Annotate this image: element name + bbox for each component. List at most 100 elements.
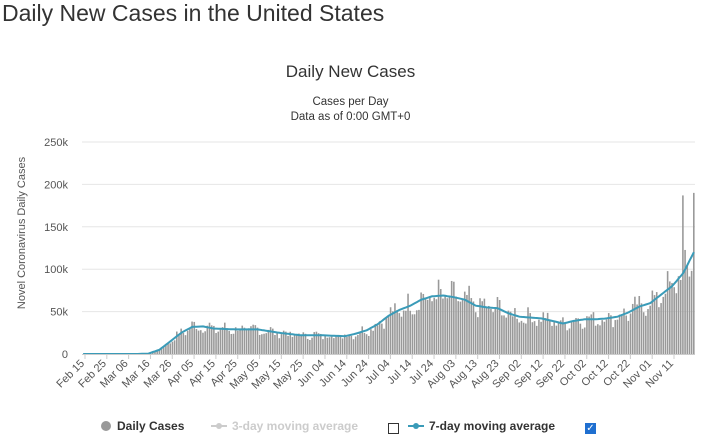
daily-case-bar[interactable] bbox=[195, 329, 198, 354]
daily-case-bar[interactable] bbox=[180, 328, 182, 354]
daily-case-bar[interactable] bbox=[223, 322, 226, 354]
daily-case-bar[interactable] bbox=[256, 327, 259, 354]
daily-case-bar[interactable] bbox=[171, 341, 174, 354]
daily-case-bar[interactable] bbox=[385, 317, 388, 354]
daily-case-bar[interactable] bbox=[285, 331, 287, 354]
daily-case-bar[interactable] bbox=[675, 293, 678, 354]
legend-7day-average[interactable]: 7-day moving average bbox=[408, 419, 555, 433]
daily-case-bar[interactable] bbox=[590, 314, 593, 354]
daily-case-bar[interactable] bbox=[459, 301, 462, 354]
daily-case-bar[interactable] bbox=[474, 312, 477, 354]
daily-case-bar[interactable] bbox=[448, 297, 451, 354]
daily-case-bar[interactable] bbox=[330, 336, 333, 354]
daily-case-bar[interactable] bbox=[271, 328, 274, 354]
daily-case-bar[interactable] bbox=[570, 321, 573, 354]
daily-case-bar[interactable] bbox=[263, 333, 265, 354]
daily-case-bar[interactable] bbox=[391, 311, 394, 354]
daily-case-bar[interactable] bbox=[359, 331, 361, 354]
daily-case-bar[interactable] bbox=[579, 323, 582, 354]
daily-case-bar[interactable] bbox=[455, 296, 457, 354]
daily-case-bar[interactable] bbox=[481, 301, 483, 354]
daily-case-bar[interactable] bbox=[529, 313, 531, 354]
daily-case-bar[interactable] bbox=[165, 345, 167, 354]
daily-case-bar[interactable] bbox=[634, 296, 636, 354]
checkbox-7day-average[interactable]: ✓ bbox=[585, 423, 596, 434]
daily-case-bar[interactable] bbox=[470, 298, 473, 354]
daily-case-bar[interactable] bbox=[507, 310, 510, 354]
daily-case-bar[interactable] bbox=[472, 301, 475, 354]
daily-case-bar[interactable] bbox=[651, 290, 654, 354]
daily-case-bar[interactable] bbox=[642, 312, 645, 354]
daily-case-bar[interactable] bbox=[409, 310, 412, 354]
daily-case-bar[interactable] bbox=[204, 331, 206, 354]
daily-case-bar[interactable] bbox=[586, 316, 588, 354]
daily-case-bar[interactable] bbox=[658, 307, 660, 354]
daily-case-bar[interactable] bbox=[365, 334, 368, 354]
daily-case-bar[interactable] bbox=[265, 333, 268, 354]
daily-case-bar[interactable] bbox=[461, 299, 464, 354]
daily-case-bar[interactable] bbox=[396, 310, 398, 354]
daily-case-bar[interactable] bbox=[592, 312, 595, 354]
daily-case-bar[interactable] bbox=[361, 326, 364, 354]
daily-case-bar[interactable] bbox=[156, 350, 158, 354]
daily-case-bar[interactable] bbox=[479, 298, 481, 354]
daily-case-bar[interactable] bbox=[514, 308, 516, 354]
daily-case-bar[interactable] bbox=[505, 317, 507, 354]
daily-case-bar[interactable] bbox=[575, 317, 577, 354]
daily-case-bar[interactable] bbox=[549, 321, 551, 354]
daily-case-bar[interactable] bbox=[269, 327, 272, 354]
daily-case-bar[interactable] bbox=[324, 335, 326, 354]
daily-case-bar[interactable] bbox=[453, 281, 455, 354]
daily-case-bar[interactable] bbox=[184, 335, 187, 354]
daily-case-bar[interactable] bbox=[509, 311, 512, 354]
daily-case-bar[interactable] bbox=[426, 299, 429, 354]
daily-case-bar[interactable] bbox=[241, 325, 244, 354]
daily-case-bar[interactable] bbox=[274, 335, 276, 354]
daily-case-bar[interactable] bbox=[197, 330, 200, 354]
daily-case-bar[interactable] bbox=[339, 335, 342, 354]
daily-case-bar[interactable] bbox=[400, 316, 403, 354]
daily-case-bar[interactable] bbox=[490, 308, 492, 354]
daily-case-bar[interactable] bbox=[402, 310, 405, 354]
daily-case-bar[interactable] bbox=[261, 334, 263, 354]
daily-case-bar[interactable] bbox=[686, 266, 689, 354]
daily-case-bar[interactable] bbox=[282, 330, 285, 354]
daily-case-bar[interactable] bbox=[546, 312, 549, 354]
daily-case-bar[interactable] bbox=[645, 315, 647, 354]
daily-case-bar[interactable] bbox=[583, 327, 586, 354]
daily-case-bar[interactable] bbox=[503, 315, 505, 354]
daily-case-bar[interactable] bbox=[291, 336, 294, 354]
daily-case-bar[interactable] bbox=[309, 339, 311, 354]
daily-case-bar[interactable] bbox=[621, 314, 623, 354]
daily-case-bar[interactable] bbox=[612, 327, 614, 354]
daily-case-bar[interactable] bbox=[276, 331, 278, 354]
daily-case-bar[interactable] bbox=[446, 298, 449, 354]
daily-case-bar[interactable] bbox=[655, 292, 658, 354]
daily-case-bar[interactable] bbox=[378, 321, 381, 354]
daily-case-bar[interactable] bbox=[684, 249, 686, 354]
daily-case-bar[interactable] bbox=[350, 335, 353, 354]
daily-case-bar[interactable] bbox=[629, 313, 632, 354]
daily-case-bar[interactable] bbox=[431, 301, 433, 354]
daily-case-bar[interactable] bbox=[247, 328, 250, 354]
daily-case-bar[interactable] bbox=[542, 312, 545, 354]
daily-case-bar[interactable] bbox=[618, 314, 621, 354]
daily-case-bar[interactable] bbox=[485, 306, 488, 354]
daily-case-bar[interactable] bbox=[280, 334, 283, 354]
daily-case-bar[interactable] bbox=[439, 289, 442, 354]
legend-3day-average[interactable]: 3-day moving average bbox=[211, 419, 358, 433]
daily-case-bar[interactable] bbox=[535, 325, 538, 354]
daily-case-bar[interactable] bbox=[559, 320, 562, 354]
daily-case-bar[interactable] bbox=[688, 276, 691, 354]
daily-case-bar[interactable] bbox=[293, 334, 296, 354]
daily-case-bar[interactable] bbox=[354, 336, 357, 354]
daily-case-bar[interactable] bbox=[477, 317, 479, 354]
daily-case-bar[interactable] bbox=[267, 329, 270, 354]
daily-case-bar[interactable] bbox=[226, 328, 228, 354]
daily-case-bar[interactable] bbox=[487, 305, 490, 354]
daily-case-bar[interactable] bbox=[492, 312, 494, 354]
daily-case-bar[interactable] bbox=[230, 333, 233, 354]
daily-case-bar[interactable] bbox=[306, 338, 309, 354]
daily-case-bar[interactable] bbox=[616, 319, 619, 354]
daily-case-bar[interactable] bbox=[660, 303, 662, 354]
